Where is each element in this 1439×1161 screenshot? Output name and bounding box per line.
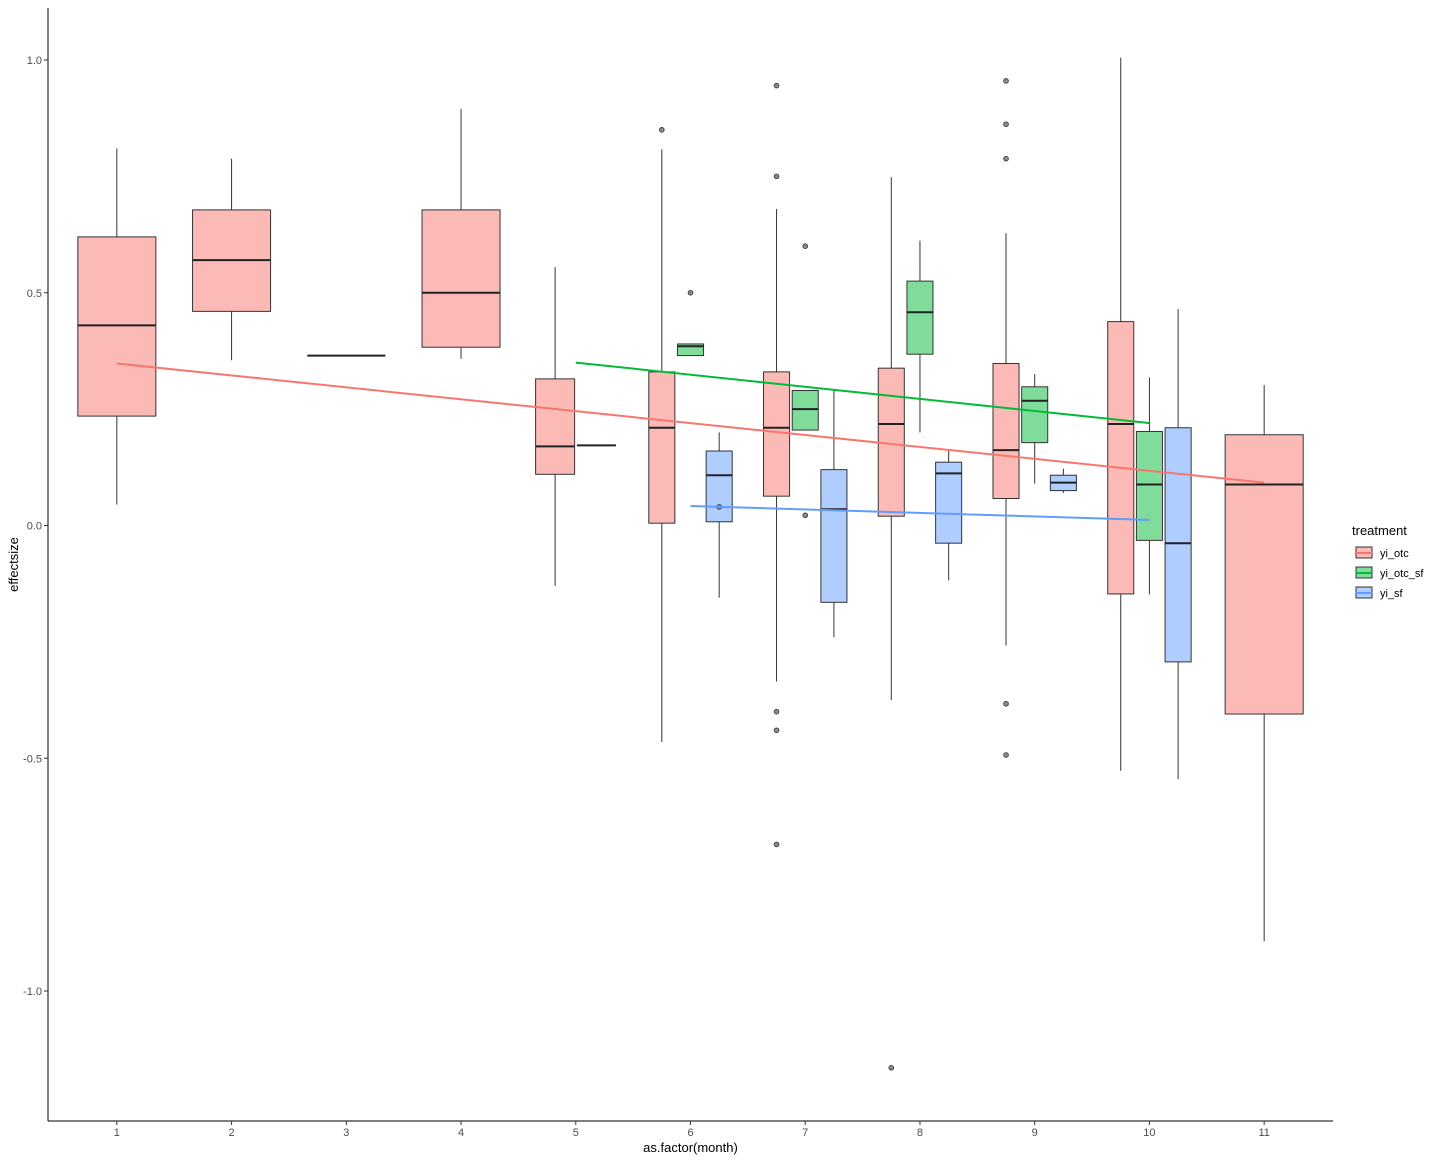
- outlier-point: [1003, 752, 1009, 758]
- y-tick-label: 0.0: [27, 521, 42, 533]
- box-yi_otc-month-7: [763, 82, 791, 848]
- box-iqr: [1135, 430, 1163, 541]
- x-axis-title: as.factor(month): [643, 1140, 738, 1155]
- outlier-point: [773, 841, 780, 848]
- trend-line-yi_otc: [116, 362, 1265, 484]
- box-yi_otc-month-5: [535, 267, 576, 587]
- box-yi_otc-month-2: [192, 158, 272, 361]
- x-tick-label: 9: [1032, 1127, 1038, 1139]
- outlier-point: [802, 243, 809, 250]
- box-yi_sf-month-6: [705, 432, 733, 598]
- y-tick-label: 0.5: [27, 288, 42, 300]
- box-yi_otc-month-1: [77, 148, 157, 505]
- box-iqr: [77, 236, 157, 417]
- x-tick-label: 6: [687, 1127, 693, 1139]
- legend-label: yi_otc: [1380, 548, 1409, 560]
- outlier-point: [1003, 700, 1009, 707]
- box-iqr: [791, 390, 819, 431]
- outlier-point: [1003, 78, 1009, 84]
- box-iqr: [1021, 386, 1049, 444]
- box-yi_otc-month-11: [1224, 384, 1304, 942]
- legend-label: yi_sf: [1380, 588, 1404, 600]
- x-tick-label: 11: [1258, 1127, 1269, 1139]
- box-iqr: [1107, 321, 1135, 595]
- outlier-point: [1003, 121, 1009, 128]
- box-yi_otc-month-4: [421, 108, 501, 359]
- legend-title: treatment: [1352, 523, 1407, 538]
- outlier-point: [659, 127, 665, 133]
- y-tick-label: -1.0: [23, 986, 42, 998]
- x-axis-ticks: 1 2 3 4 5 6 7 8 9 10 11: [114, 1121, 1270, 1139]
- y-axis-title: effectsize: [6, 537, 21, 592]
- legend-item-yi_sf: yi_sf: [1355, 586, 1404, 600]
- legend-label: yi_otc_sf: [1380, 568, 1424, 580]
- box-yi_otc-month-6: [648, 127, 676, 742]
- outlier-point: [687, 289, 694, 296]
- box-yi_otc-month-8: [877, 177, 905, 1071]
- x-tick-label: 4: [458, 1127, 464, 1139]
- y-axis-ticks: 1.0 0.5 0.0 -0.5 -1.0: [23, 55, 48, 998]
- box-iqr: [648, 371, 676, 524]
- legend-items: yi_otc yi_otc_sf yi_sf: [1355, 546, 1424, 600]
- box-iqr: [705, 450, 733, 523]
- x-tick-label: 3: [343, 1127, 349, 1139]
- legend-item-yi_otc: yi_otc: [1355, 546, 1409, 560]
- x-tick-label: 5: [573, 1127, 579, 1139]
- x-tick-label: 7: [802, 1127, 808, 1139]
- box-yi_sf-month-7: [820, 390, 848, 638]
- box-iqr: [676, 343, 705, 357]
- box-iqr: [763, 371, 791, 497]
- legend: treatment yi_otc yi_otc_sf yi_sf: [1352, 523, 1424, 600]
- box-yi_otc_sf-month-7: [791, 243, 819, 519]
- box-yi_sf-month-9: [1049, 468, 1077, 493]
- box-iqr: [992, 363, 1020, 500]
- outlier-point: [773, 173, 780, 180]
- box-iqr: [535, 378, 576, 475]
- box-yi_otc-month-10: [1107, 57, 1135, 771]
- y-tick-label: 1.0: [27, 55, 42, 67]
- box-iqr: [820, 469, 848, 603]
- box-yi_otc_sf-month-10: [1135, 377, 1163, 595]
- box-iqr: [1224, 434, 1304, 715]
- outlier-point: [773, 708, 780, 715]
- outlier-point: [773, 727, 780, 734]
- outlier-point: [773, 82, 780, 89]
- trend-line-yi_sf: [690, 504, 1150, 521]
- trend-line-yi_otc_sf: [575, 361, 1150, 425]
- legend-item-yi_otc_sf: yi_otc_sf: [1355, 566, 1424, 580]
- box-iqr: [935, 461, 963, 544]
- x-tick-label: 1: [114, 1127, 120, 1139]
- box-iqr: [421, 209, 501, 348]
- box-yi_sf-month-8: [935, 451, 963, 581]
- box-yi_sf-month-10: [1164, 309, 1192, 780]
- box-iqr: [906, 280, 934, 355]
- x-tick-label: 8: [917, 1127, 923, 1139]
- box-iqr: [1164, 427, 1192, 663]
- box-yi_otc_sf-month-9: [1021, 374, 1049, 484]
- outlier-point: [802, 512, 809, 519]
- box-yi_otc-month-9: [992, 78, 1020, 758]
- x-tick-label: 2: [229, 1127, 235, 1139]
- plot-area: [77, 57, 1304, 1071]
- box-yi_otc_sf-month-8: [906, 240, 934, 433]
- x-tick-label: 10: [1143, 1127, 1155, 1139]
- y-tick-label: -0.5: [23, 753, 42, 765]
- box-yi_otc_sf-month-6: [676, 289, 705, 357]
- outlier-point: [1003, 155, 1009, 162]
- outlier-point: [888, 1065, 895, 1071]
